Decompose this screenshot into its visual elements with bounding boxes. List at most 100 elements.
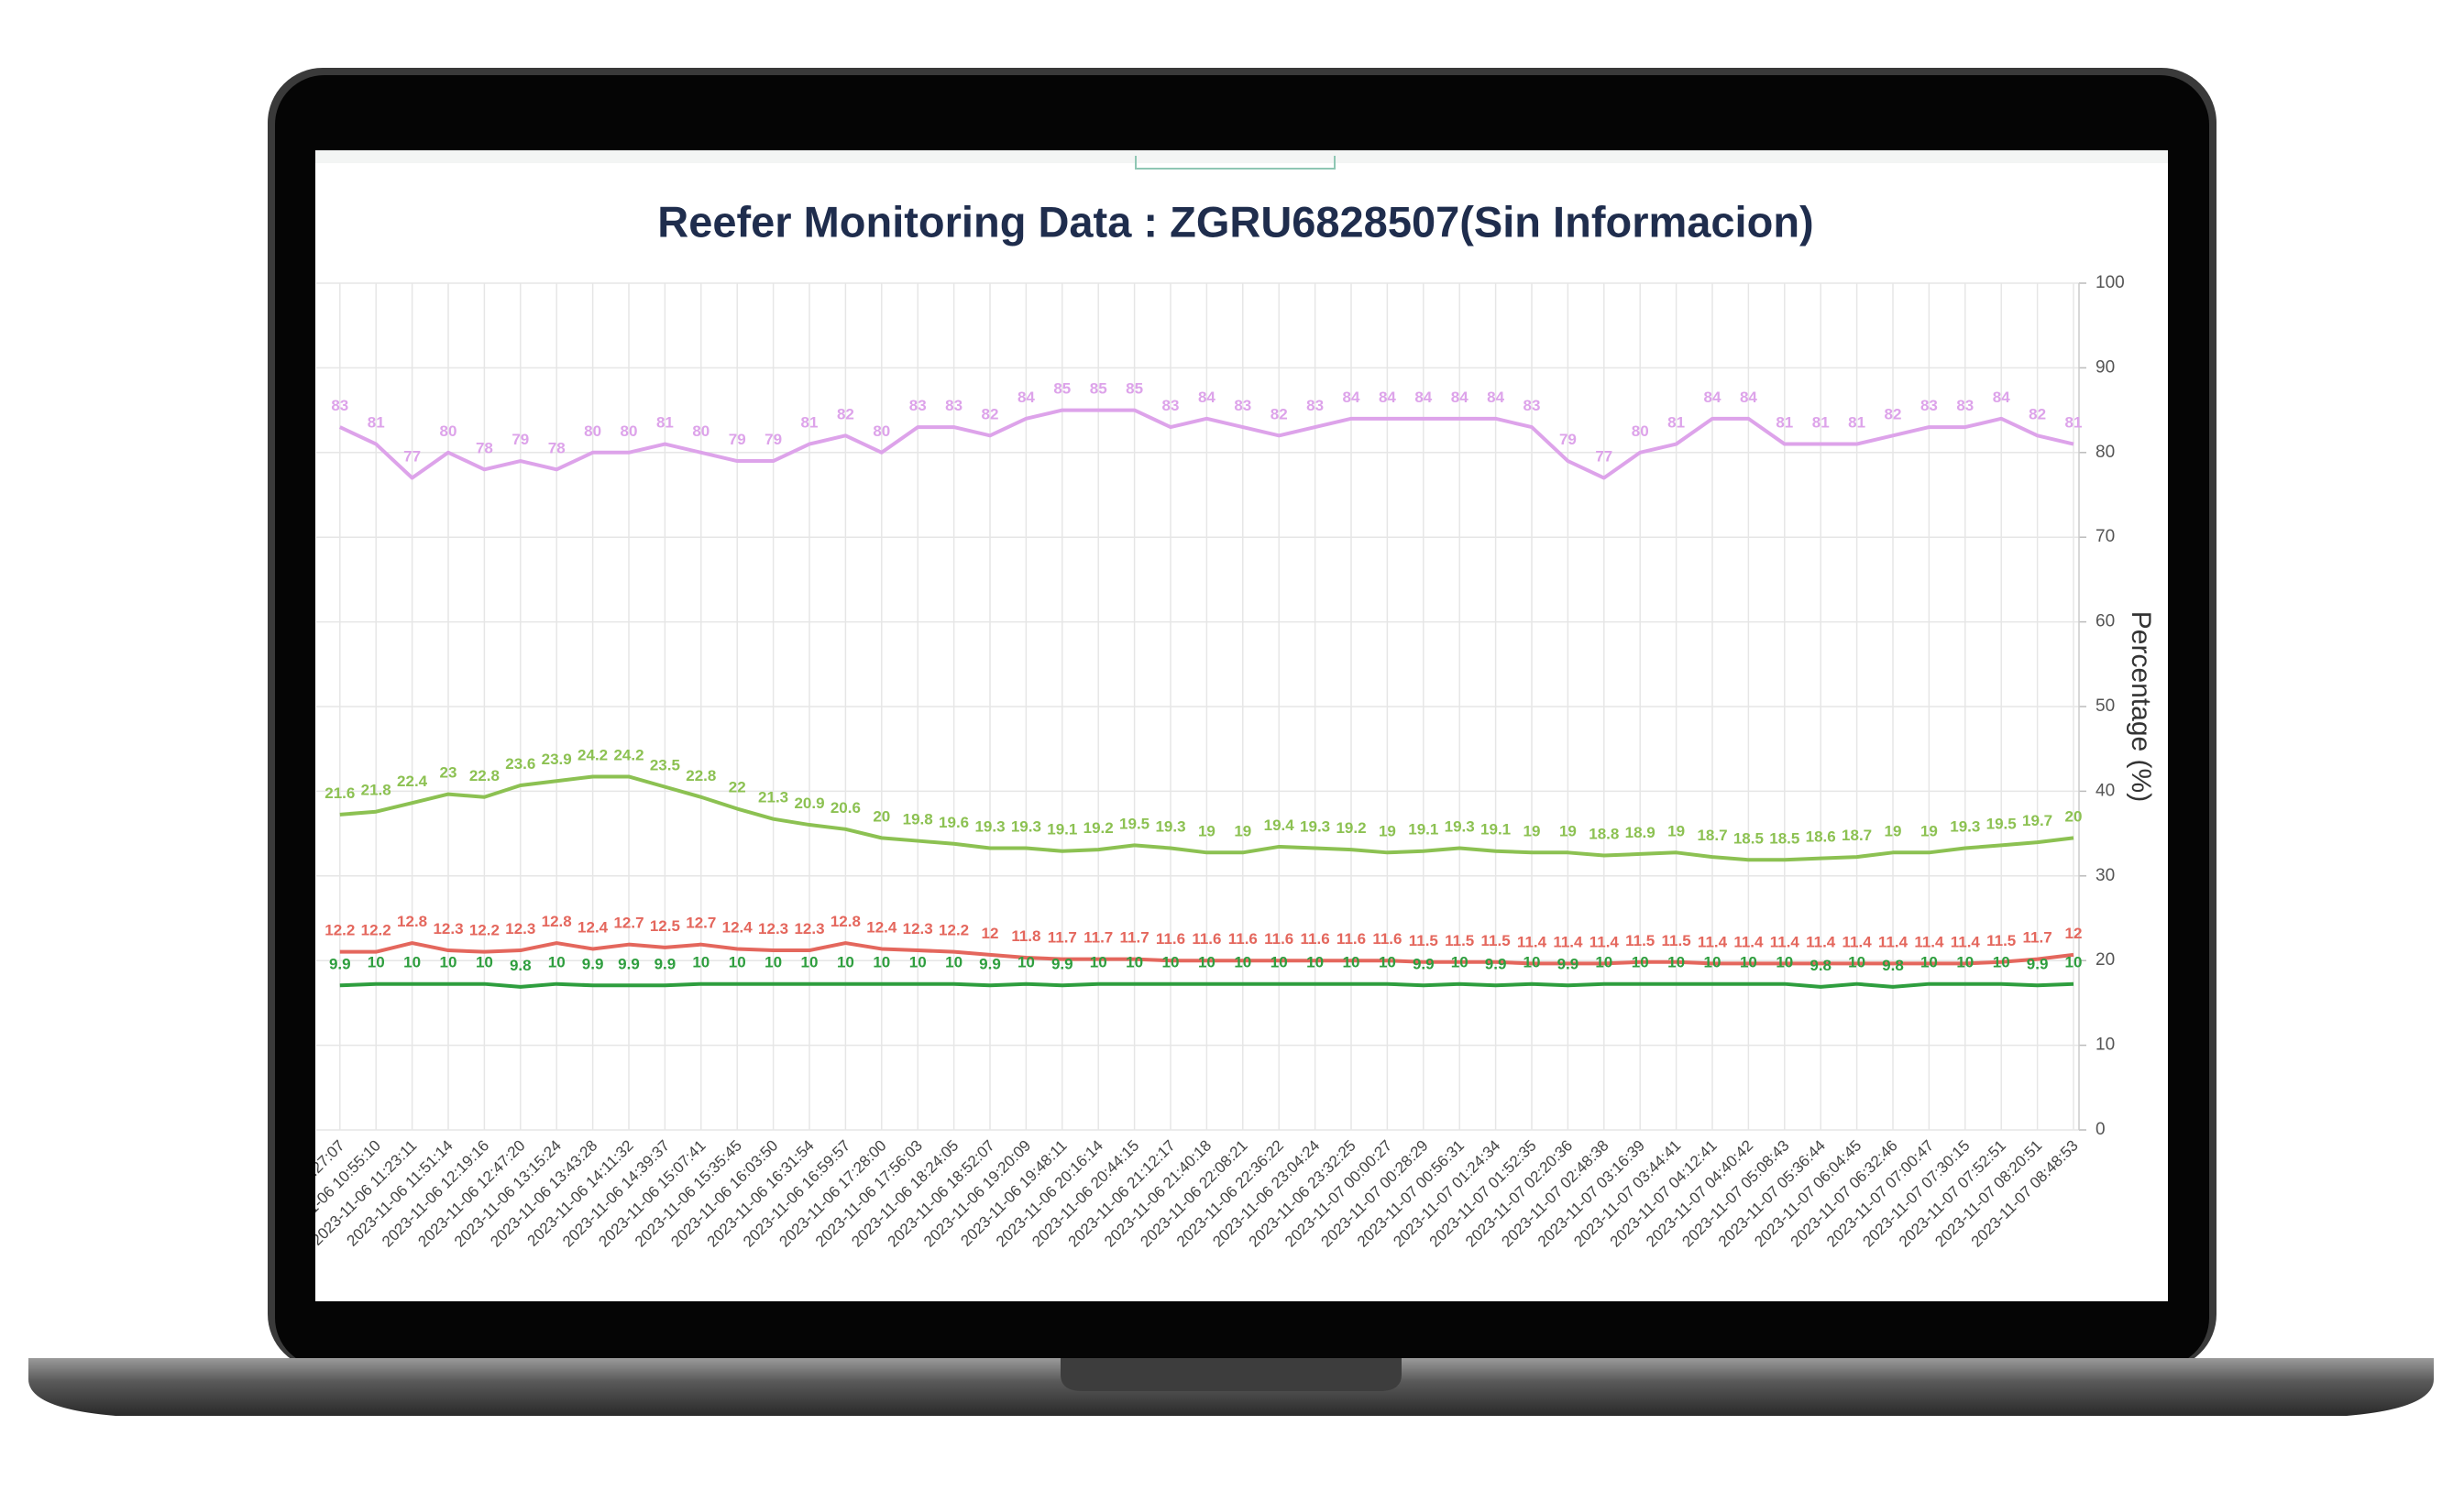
data-label: 10 [764, 954, 782, 971]
data-label: 9.9 [979, 955, 1001, 972]
data-label: 80 [873, 422, 890, 440]
data-label: 11.6 [1264, 930, 1293, 948]
data-label: 83 [945, 397, 962, 414]
data-label: 84 [1740, 389, 1757, 406]
data-label: 9.8 [1882, 957, 1904, 974]
data-label: 18.9 [1625, 824, 1656, 841]
data-label: 83 [331, 397, 348, 414]
data-label: 19.6 [939, 814, 969, 831]
data-label: 10 [368, 954, 385, 971]
data-label: 10 [801, 954, 819, 971]
data-label: 12.2 [324, 922, 355, 939]
data-label: 80 [621, 422, 638, 440]
data-label: 18.8 [1589, 825, 1619, 842]
data-label: 11.4 [1517, 933, 1547, 950]
data-label: 77 [1595, 448, 1612, 466]
y2-tick-label: 90 [2096, 357, 2115, 377]
data-label: 11.4 [1553, 933, 1583, 950]
data-label: 20.6 [830, 799, 861, 817]
data-label: 18.6 [1806, 828, 1836, 846]
data-label: 19.7 [2022, 812, 2052, 829]
trackpad-notch [1061, 1358, 1402, 1391]
data-label: 81 [1667, 414, 1685, 432]
chart-title: Reefer Monitoring Data : ZGRU6828507(Sin… [657, 197, 1813, 246]
data-label: 85 [1126, 380, 1143, 398]
data-label: 18.5 [1733, 829, 1764, 847]
data-label: 10 [1740, 954, 1757, 971]
data-label: 20.9 [794, 795, 824, 812]
data-label: 82 [1270, 405, 1288, 422]
data-label: 84 [1451, 389, 1468, 406]
data-label: 19.2 [1084, 819, 1114, 837]
data-label: 23.6 [505, 755, 535, 773]
data-label: 82 [982, 405, 999, 422]
data-label: 10 [1234, 954, 1251, 971]
data-label: 11.4 [1806, 933, 1836, 950]
data-label: 22.4 [397, 773, 428, 790]
data-label: 19 [1198, 822, 1216, 839]
data-label: 11.4 [1770, 933, 1800, 950]
data-label: 11.6 [1301, 930, 1330, 948]
data-label: 19.3 [1155, 818, 1185, 836]
data-label: 10 [1343, 954, 1360, 971]
data-label: 84 [1487, 389, 1504, 406]
data-label: 10 [1956, 954, 1974, 971]
data-label: 21.6 [324, 784, 355, 802]
data-label: 84 [1704, 389, 1722, 406]
data-label: 10 [1018, 954, 1035, 971]
data-label: 10 [1162, 954, 1180, 971]
data-label: 22.8 [686, 767, 716, 784]
data-label: 10 [1451, 954, 1468, 971]
data-label: 83 [1920, 397, 1938, 414]
data-label: 84 [1198, 389, 1216, 406]
data-label: 19 [1885, 822, 1902, 839]
data-label: 11.7 [1120, 929, 1150, 947]
data-label: 21.3 [758, 789, 788, 806]
data-label: 10 [1920, 954, 1938, 971]
data-label: 19.3 [1011, 818, 1041, 836]
data-label: 9.8 [510, 957, 532, 974]
data-label: 11.6 [1336, 930, 1366, 948]
data-label: 23.9 [542, 751, 572, 768]
data-label: 19 [1524, 822, 1541, 839]
data-label: 19 [1920, 822, 1938, 839]
data-label: 11.4 [1590, 933, 1620, 950]
data-label: 12 [2065, 925, 2083, 942]
data-label: 24.2 [613, 746, 644, 763]
data-label: 81 [368, 414, 385, 432]
data-label: 10 [837, 954, 854, 971]
data-label: 10 [1632, 954, 1649, 971]
data-label: 10 [873, 954, 890, 971]
y2-tick-label: 100 [2096, 273, 2125, 292]
data-label: 9.9 [1051, 955, 1073, 972]
data-label: 78 [548, 439, 566, 456]
data-label: 10 [1524, 954, 1541, 971]
screen [315, 150, 2168, 1301]
data-label: 11.4 [1878, 933, 1908, 950]
y2-axis-title: Percentage (%) [2126, 611, 2156, 802]
data-label: 12.3 [505, 920, 535, 937]
data-label: 10 [2065, 954, 2083, 971]
data-label: 19 [1379, 822, 1396, 839]
data-label: 11.7 [2023, 929, 2052, 947]
data-label: 12 [982, 925, 999, 942]
y2-tick-label: 40 [2096, 781, 2115, 800]
data-label: 81 [1848, 414, 1865, 432]
data-label: 10 [1595, 954, 1612, 971]
data-label: 11.4 [1698, 933, 1728, 950]
data-label: 12.2 [939, 922, 969, 939]
data-label: 10 [548, 954, 566, 971]
data-label: 11.6 [1228, 930, 1258, 948]
data-label: 80 [692, 422, 710, 440]
data-label: 81 [1776, 414, 1793, 432]
data-label: 82 [1885, 405, 1902, 422]
data-label: 9.9 [1557, 955, 1579, 972]
data-label: 12.8 [542, 913, 572, 930]
data-label: 19.1 [1408, 821, 1438, 839]
data-label: 11.4 [1951, 933, 1981, 950]
data-label: 11.5 [1662, 932, 1691, 949]
data-label: 10 [1848, 954, 1865, 971]
data-label: 10 [1306, 954, 1324, 971]
data-label: 84 [1343, 389, 1360, 406]
